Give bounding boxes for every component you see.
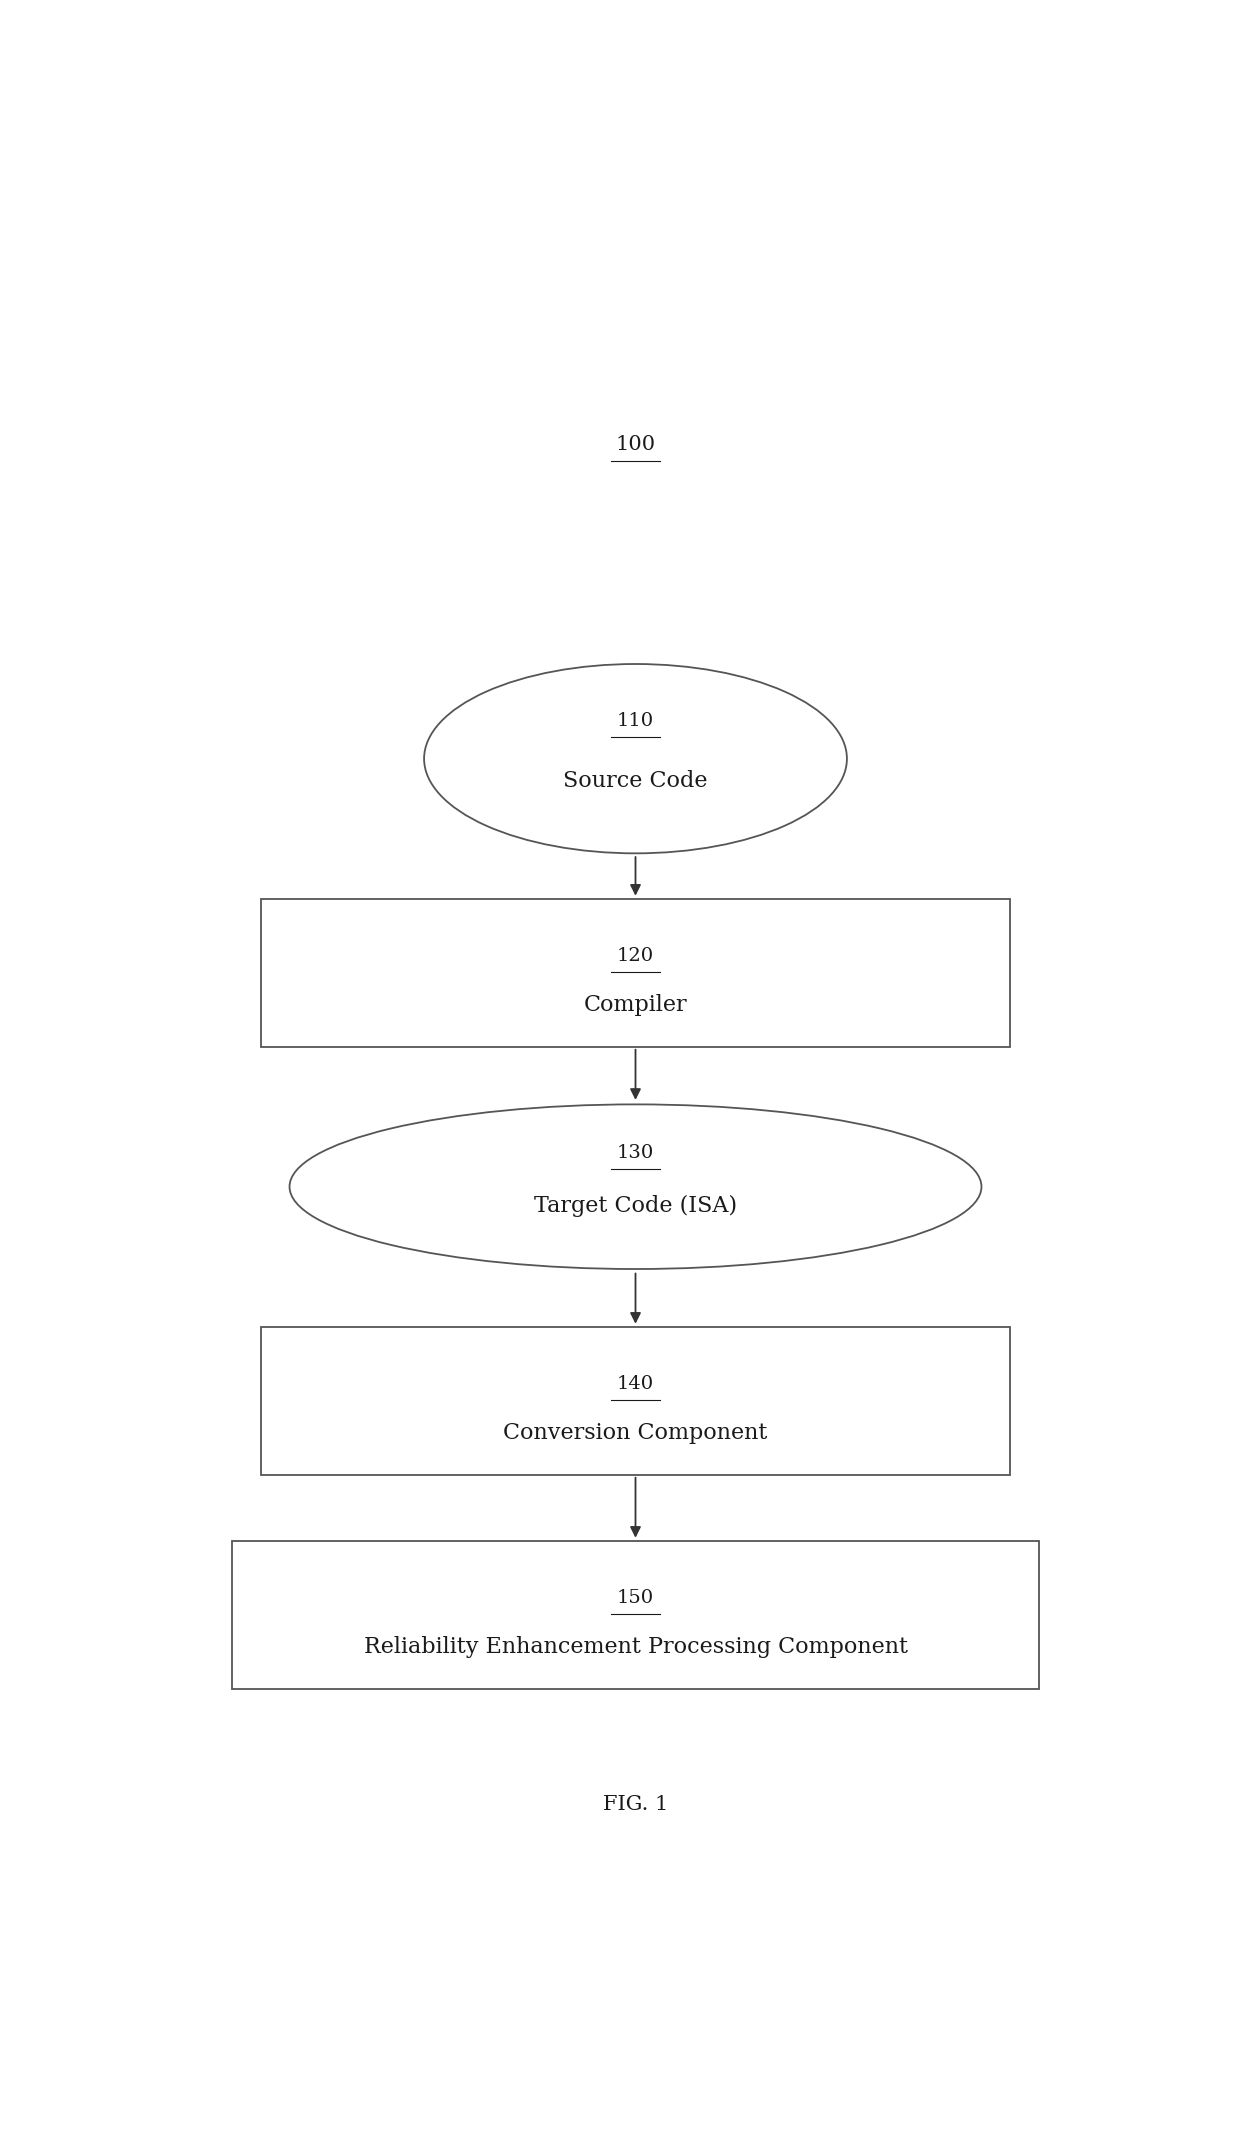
Text: 120: 120	[618, 947, 653, 964]
Text: Reliability Enhancement Processing Component: Reliability Enhancement Processing Compo…	[363, 1636, 908, 1659]
Bar	[260, 1326, 1011, 1475]
Text: Source Code: Source Code	[563, 770, 708, 793]
Text: FIG. 1: FIG. 1	[603, 1794, 668, 1813]
Text: 150: 150	[618, 1589, 653, 1608]
Text: Compiler: Compiler	[584, 994, 687, 1016]
Bar	[232, 1541, 1039, 1689]
Text: 130: 130	[616, 1144, 655, 1163]
Text: Target Code (ISA): Target Code (ISA)	[534, 1195, 737, 1217]
Bar	[260, 898, 1011, 1048]
Text: 110: 110	[618, 712, 653, 731]
Text: 140: 140	[618, 1375, 653, 1394]
Text: 100: 100	[615, 436, 656, 453]
Text: Conversion Component: Conversion Component	[503, 1422, 768, 1445]
